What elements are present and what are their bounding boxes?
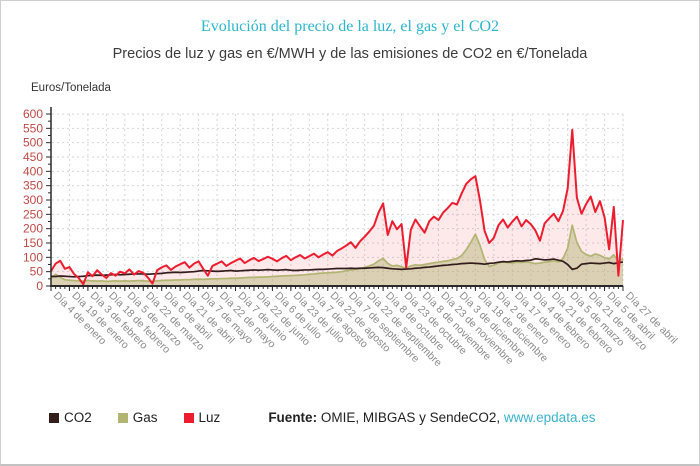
- legend-label-gas: Gas: [132, 410, 158, 425]
- svg-text:500: 500: [23, 136, 43, 150]
- chart-title: Evolución del precio de la luz, el gas y…: [200, 18, 500, 35]
- legend-label-luz: Luz: [198, 410, 221, 425]
- svg-text:400: 400: [23, 164, 43, 178]
- legend-item-luz[interactable]: Luz: [183, 410, 221, 425]
- chart-footer: CO2 Gas Luz Fuente: OMIE, MIBGAS y Sende…: [49, 410, 687, 425]
- co2-legend-swatch-icon: [49, 412, 59, 423]
- legend-item-co2[interactable]: CO2: [49, 410, 92, 425]
- gas-legend-swatch-icon: [117, 412, 128, 423]
- svg-text:0: 0: [36, 279, 43, 293]
- chart-subtitle: Precios de luz y gas en €/MWH y de las e…: [112, 46, 588, 62]
- svg-text:150: 150: [23, 236, 43, 250]
- svg-text:200: 200: [23, 222, 43, 236]
- svg-text:350: 350: [23, 179, 43, 193]
- epdata-link[interactable]: www.epdata.es: [503, 410, 596, 425]
- svg-text:550: 550: [23, 121, 43, 135]
- svg-text:450: 450: [23, 150, 43, 164]
- source-label: Fuente:: [268, 410, 318, 425]
- luz-legend-swatch-icon: [183, 412, 194, 423]
- svg-text:300: 300: [23, 193, 43, 207]
- svg-text:50: 50: [30, 265, 44, 279]
- svg-text:250: 250: [23, 207, 43, 221]
- legend-label-co2: CO2: [64, 410, 92, 425]
- source-line: Fuente: OMIE, MIBGAS y SendeCO2, www.epd…: [268, 410, 595, 425]
- price-evolution-chart[interactable]: 050100150200250300350400450500550600Día …: [1, 97, 700, 409]
- legend-item-gas[interactable]: Gas: [117, 410, 158, 425]
- y-axis-unit-label: Euros/Tonelada: [31, 82, 111, 94]
- source-text: OMIE, MIBGAS y SendeCO2,: [320, 410, 501, 425]
- svg-text:100: 100: [23, 250, 43, 264]
- svg-text:600: 600: [23, 107, 43, 121]
